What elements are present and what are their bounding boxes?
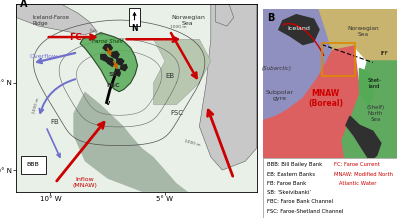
Polygon shape [105, 58, 115, 66]
Text: SB: ‘Skeivibanki’: SB: ‘Skeivibanki’ [267, 190, 311, 195]
Text: EB: EB [165, 73, 174, 79]
Polygon shape [263, 9, 332, 121]
Polygon shape [115, 69, 120, 76]
Text: B: B [267, 13, 274, 23]
Polygon shape [80, 33, 138, 92]
Bar [322, 43, 355, 76]
Polygon shape [199, 4, 257, 170]
Text: BBB: BBB [27, 162, 40, 167]
Text: FSC: Faroe-Shetland Channel: FSC: Faroe-Shetland Channel [267, 209, 343, 214]
Text: (Subarctic): (Subarctic) [261, 66, 291, 71]
Text: IFF: IFF [381, 51, 389, 56]
Text: 500 m: 500 m [88, 28, 103, 37]
Polygon shape [319, 9, 397, 61]
Polygon shape [263, 46, 359, 158]
Text: (Shelf)
North
Sea: (Shelf) North Sea [367, 105, 385, 122]
Text: Overflow: Overflow [30, 54, 58, 59]
Text: Inflow
(MNAW): Inflow (MNAW) [72, 177, 97, 188]
Polygon shape [103, 44, 112, 51]
Text: Norwegian
Sea: Norwegian Sea [171, 15, 205, 26]
Text: FC: FC [69, 32, 81, 42]
Polygon shape [16, 4, 96, 35]
Polygon shape [279, 15, 319, 44]
Text: Faroe Shelf: Faroe Shelf [92, 39, 123, 44]
Polygon shape [73, 92, 188, 192]
Text: BBB: Bill Bailey Bank: BBB: Bill Bailey Bank [267, 162, 322, 167]
Polygon shape [215, 4, 234, 26]
Text: EB: Eastern Banks: EB: Eastern Banks [267, 172, 315, 177]
Polygon shape [359, 68, 373, 106]
Text: FSC: FSC [170, 110, 183, 116]
Polygon shape [101, 54, 108, 61]
Text: Atlantic Water: Atlantic Water [334, 181, 377, 186]
Polygon shape [120, 65, 127, 71]
Text: 200 m: 200 m [84, 35, 98, 44]
Polygon shape [110, 51, 119, 59]
Text: Iceland-Faroe
Ridge: Iceland-Faroe Ridge [32, 15, 69, 26]
Text: MNAW: Modified North: MNAW: Modified North [334, 172, 393, 177]
Text: FB: FB [51, 119, 59, 125]
Text: Norwegian
Sea: Norwegian Sea [348, 26, 379, 37]
Text: FBC: Faroe Bank Channel: FBC: Faroe Bank Channel [267, 199, 333, 204]
Text: Shet-
land: Shet- land [367, 78, 381, 89]
Polygon shape [346, 116, 381, 161]
Bar [20, 156, 46, 174]
Polygon shape [154, 39, 211, 105]
Text: N: N [131, 24, 138, 33]
Text: 1000 m: 1000 m [183, 139, 200, 147]
Text: Subpolar
gyre: Subpolar gyre [266, 90, 294, 101]
Text: A: A [20, 0, 27, 9]
Text: 1000 m: 1000 m [32, 97, 40, 114]
Text: V: V [105, 101, 110, 106]
Text: MNAW
(Boreal): MNAW (Boreal) [308, 89, 343, 108]
Text: FBC: FBC [107, 83, 120, 87]
Text: Iceland: Iceland [288, 26, 310, 31]
Polygon shape [340, 61, 397, 158]
Text: 1000 m: 1000 m [170, 25, 186, 29]
Polygon shape [117, 59, 124, 65]
Bar [130, 8, 140, 26]
Text: FC: Faroe Current: FC: Faroe Current [334, 162, 380, 167]
Text: SB: SB [109, 72, 118, 77]
Text: UK: UK [365, 137, 375, 143]
Text: FB: Faroe Bank: FB: Faroe Bank [267, 181, 306, 186]
